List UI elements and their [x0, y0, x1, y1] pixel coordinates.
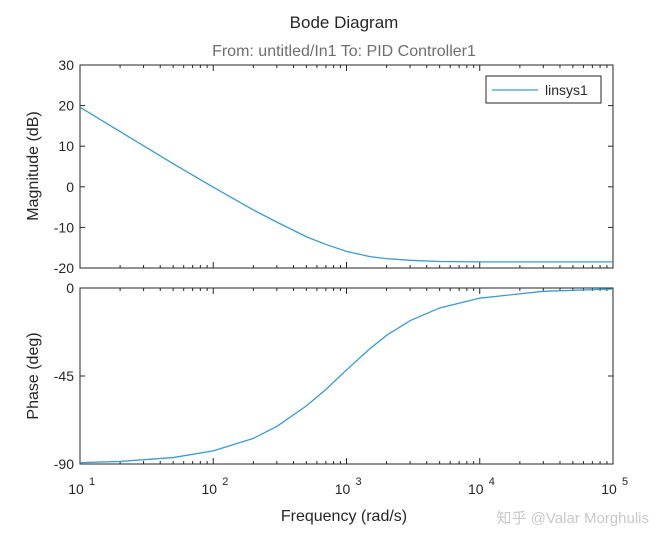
magnitude-axes: 30 20 10 0 -10 -20 linsys1 Magnitude (dB) — [25, 57, 614, 276]
x-axis-label: Frequency (rad/s) — [281, 508, 407, 525]
phase-plot-box — [79, 287, 614, 465]
magnitude-ytick-label: 10 — [58, 138, 74, 154]
chart-title: Bode Diagram — [290, 13, 399, 32]
legend: linsys1 — [485, 75, 602, 104]
magnitude-ytick-label: 0 — [66, 179, 74, 195]
phase-axes: 0 -45 -90 Phase (deg) — [25, 280, 614, 472]
x-tick-exponent: 4 — [489, 476, 495, 488]
x-tick-exponent: 2 — [222, 476, 228, 488]
phase-ytick-label: -45 — [54, 368, 74, 384]
chart-subtitle: From: untitled/In1 To: PID Controller1 — [212, 43, 476, 60]
phase-line-linsys1 — [79, 288, 614, 464]
legend-entry-linsys1: linsys1 — [545, 82, 588, 98]
magnitude-ytick-label: -10 — [54, 219, 74, 235]
x-tick-exponent: 1 — [89, 476, 95, 488]
magnitude-ytick-label: 20 — [58, 98, 74, 114]
phase-ytick-label: 0 — [66, 280, 74, 296]
x-tick-exponent: 3 — [356, 476, 362, 488]
x-tick-label: 10 — [201, 481, 217, 497]
watermark: 知乎 @Valar Morghulis — [497, 510, 650, 527]
magnitude-ytick-label: 30 — [58, 57, 74, 73]
x-tick-label: 10 — [601, 481, 617, 497]
x-tick-exponent: 5 — [622, 476, 628, 488]
magnitude-ylabel: Magnitude (dB) — [25, 111, 42, 220]
magnitude-line-linsys1 — [79, 106, 613, 263]
magnitude-ytick-label: -20 — [54, 260, 74, 276]
x-tick-label: 10 — [68, 481, 84, 497]
phase-ytick-label: -90 — [54, 456, 74, 472]
x-tick-label: 10 — [335, 481, 351, 497]
x-tick-label: 10 — [468, 481, 484, 497]
phase-ylabel: Phase (deg) — [25, 332, 42, 419]
